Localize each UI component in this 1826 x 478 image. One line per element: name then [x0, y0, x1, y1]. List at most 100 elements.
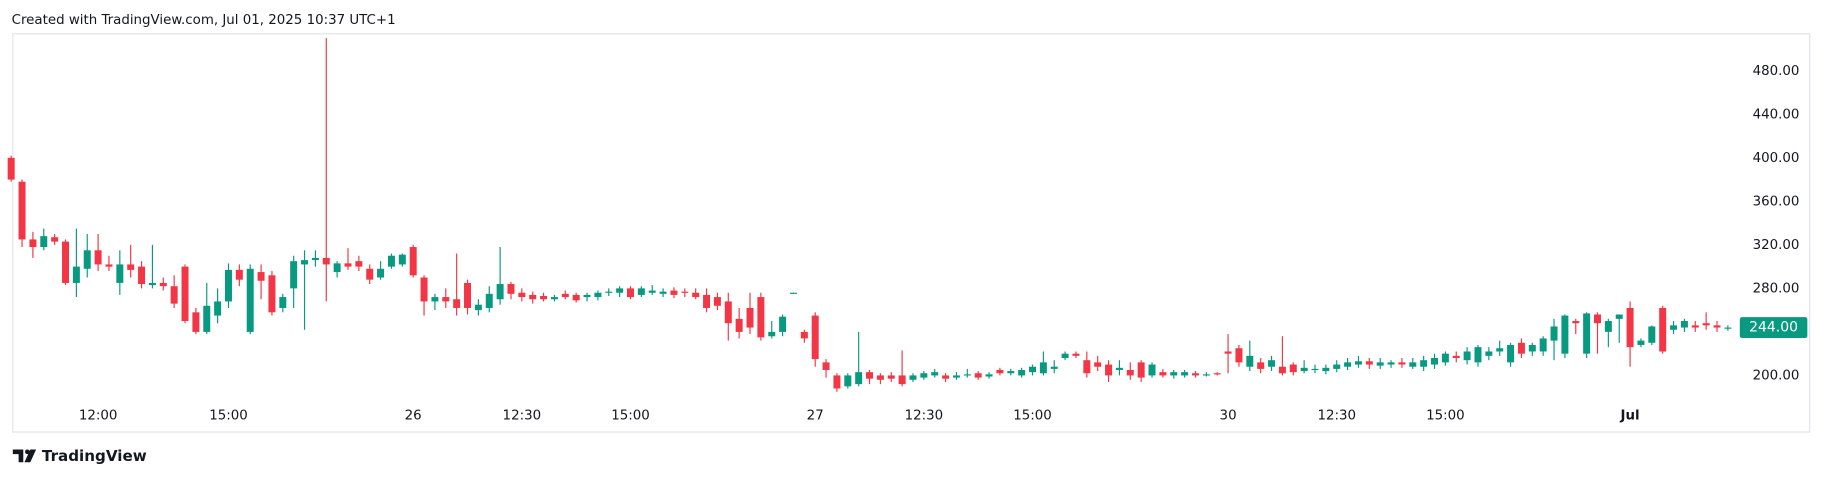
y-tick-label: 400.00 — [1753, 151, 1800, 166]
candle-body — [1311, 368, 1319, 371]
candle-body — [746, 307, 754, 328]
candle-body — [583, 294, 591, 298]
candle-body — [1594, 314, 1601, 324]
candle-body — [1181, 372, 1189, 376]
candle-body — [1126, 369, 1134, 376]
candle-body — [453, 299, 461, 308]
x-tick-label: 15:00 — [1013, 409, 1052, 424]
candle-body — [1604, 321, 1612, 332]
candle-body — [1431, 358, 1439, 365]
x-tick-label: 26 — [405, 409, 422, 424]
candle-body — [1626, 307, 1634, 348]
candle-body — [1398, 362, 1406, 365]
candles — [7, 38, 1732, 392]
candle-body — [1333, 364, 1341, 369]
candle-body — [866, 372, 874, 379]
candle-body — [366, 268, 374, 280]
candle-body — [1191, 373, 1199, 376]
x-tick-label: 15:00 — [611, 409, 650, 424]
candle-body — [1257, 362, 1265, 369]
candle-body — [974, 373, 982, 378]
candle-body — [529, 294, 537, 300]
candle-body — [1507, 344, 1515, 363]
candle-body — [1322, 367, 1330, 372]
candle-body — [931, 372, 939, 376]
candle-body — [735, 318, 743, 332]
candle-body — [1420, 360, 1428, 367]
chart-frame — [12, 33, 1811, 433]
candle-body — [1713, 325, 1721, 328]
candle-body — [1344, 362, 1352, 367]
candle-body — [1561, 315, 1569, 354]
candle-body — [496, 284, 504, 300]
candle-body — [1170, 372, 1178, 376]
candle-body — [1061, 353, 1069, 359]
candle-body — [1517, 342, 1525, 354]
x-tick-label: 15:00 — [209, 409, 248, 424]
candle-body — [605, 291, 613, 293]
candle-body — [1224, 351, 1232, 354]
candle-body — [40, 236, 48, 248]
candle-body — [1648, 326, 1656, 343]
candle-body — [703, 294, 711, 308]
candle-body — [1235, 348, 1243, 363]
candle-body — [518, 292, 526, 298]
logo-shape — [12, 449, 24, 463]
candle-body — [1452, 355, 1460, 359]
candle-body — [398, 254, 406, 265]
candle-body — [1539, 338, 1547, 352]
candle-body — [51, 237, 59, 242]
last-price-tag — [1739, 317, 1808, 339]
candle-body — [594, 292, 602, 298]
candle-body — [996, 369, 1004, 374]
candle-body — [268, 275, 276, 313]
logo-shape — [24, 449, 37, 463]
candle-body — [1115, 367, 1123, 370]
logo-shape — [25, 449, 30, 455]
candle-body — [1137, 362, 1145, 378]
candle-body — [246, 268, 254, 332]
candle-body — [670, 290, 678, 295]
candle-body — [572, 294, 580, 301]
candle-body — [192, 312, 200, 332]
candle-body — [138, 266, 146, 285]
candle-body — [333, 263, 341, 273]
candle-body — [757, 297, 765, 338]
candle-body — [1039, 362, 1047, 374]
candle-body — [203, 305, 211, 332]
candle-body — [344, 263, 352, 267]
candle-body — [148, 282, 156, 286]
candle-body — [485, 293, 493, 308]
candle-body — [1289, 364, 1297, 373]
candle-body — [681, 291, 689, 293]
candle-body — [1496, 348, 1504, 352]
candle-body — [1029, 366, 1036, 373]
y-tick-label: 320.00 — [1753, 238, 1800, 253]
footer-brand: TradingView — [42, 447, 147, 465]
candle-body — [442, 297, 450, 302]
candle-body — [1409, 362, 1417, 367]
candle-body — [94, 250, 102, 265]
x-tick-label: 12:00 — [79, 409, 118, 424]
x-tick-label: 27 — [807, 409, 824, 424]
candle-body — [1268, 360, 1276, 367]
candle-body — [7, 157, 15, 180]
candle-body — [1474, 347, 1482, 363]
candle-body — [1691, 325, 1699, 328]
candle-body — [1159, 372, 1167, 376]
candle-body — [876, 375, 884, 380]
tradingview-logo — [12, 449, 37, 463]
candle-body — [616, 288, 624, 293]
candle-body — [637, 288, 645, 295]
y-tick-label: 200.00 — [1753, 368, 1800, 383]
last-price-label: 244.00 — [1749, 320, 1798, 336]
candle-body — [1680, 321, 1688, 328]
candle-body — [1583, 313, 1591, 354]
candle-body — [1105, 364, 1113, 376]
candle-body — [1550, 326, 1558, 341]
candle-body — [322, 257, 330, 265]
candle-body — [127, 264, 135, 270]
candle-body — [1376, 362, 1384, 366]
